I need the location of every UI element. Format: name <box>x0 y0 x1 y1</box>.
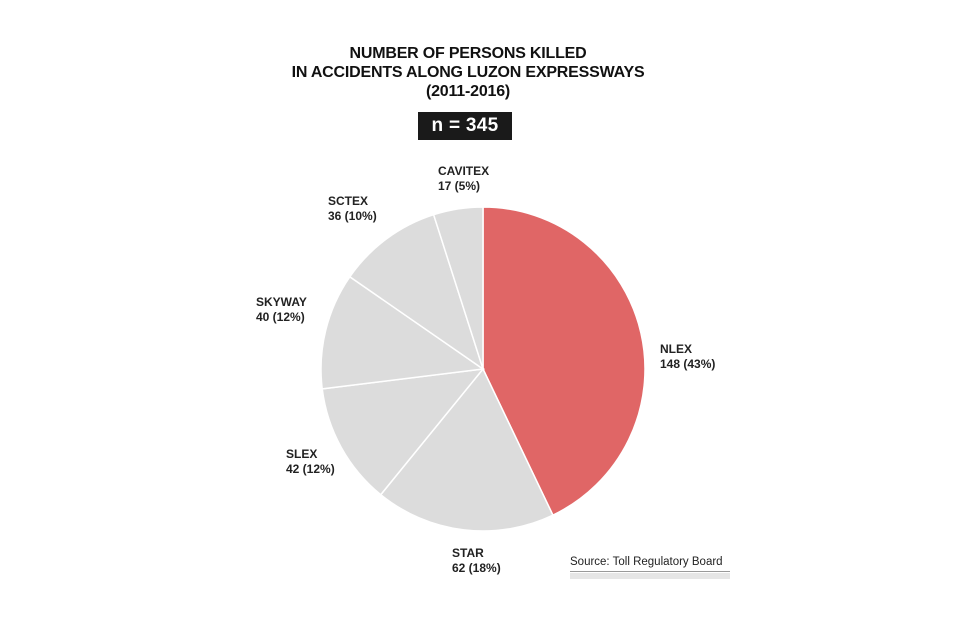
slice-name-star: STAR <box>452 546 484 560</box>
slice-name-cavitex: CAVITEX <box>438 164 490 178</box>
slice-name-nlex: NLEX <box>660 342 693 356</box>
slice-value-nlex: 148 (43%) <box>660 357 716 371</box>
pie-slice-sctex <box>348 213 485 371</box>
pie-slice-nlex <box>482 206 646 517</box>
title-line-3: (2011-2016) <box>425 83 511 100</box>
slice-name-slex: SLEX <box>286 447 318 461</box>
slice-label-star: STAR 62 (18%) <box>452 546 501 576</box>
total-count-badge: n = 345 <box>418 112 512 140</box>
slice-label-slex: SLEX 42 (12%) <box>286 447 335 477</box>
pie-slice-skyway <box>320 275 486 390</box>
slice-name-skyway: SKYWAY <box>256 295 307 309</box>
slice-label-sctex: SCTEX 36 (10%) <box>328 194 377 224</box>
title-line-2: IN ACCIDENTS ALONG LUZON EXPRESSWAYS <box>291 64 645 81</box>
title-line-1: NUMBER OF PERSONS KILLED <box>349 45 587 62</box>
source-underline-bar <box>570 573 730 579</box>
slice-value-star: 62 (18%) <box>452 561 501 575</box>
slice-name-sctex: SCTEX <box>328 194 369 208</box>
chart-title: NUMBER OF PERSONS KILLED IN ACCIDENTS AL… <box>0 44 936 101</box>
pie-slice-star <box>379 367 554 532</box>
slice-label-skyway: SKYWAY 40 (12%) <box>256 295 307 325</box>
slice-value-cavitex: 17 (5%) <box>438 179 481 193</box>
slice-value-slex: 42 (12%) <box>286 462 335 476</box>
pie-slice-cavitex <box>432 206 484 370</box>
slice-label-nlex: NLEX 148 (43%) <box>660 342 715 372</box>
pie-slice-slex <box>321 368 485 496</box>
slice-value-skyway: 40 (12%) <box>256 310 305 324</box>
source-note: Source: Toll Regulatory Board <box>570 556 730 572</box>
slice-label-cavitex: CAVITEX 17 (5%) <box>438 164 489 194</box>
slice-value-sctex: 36 (10%) <box>328 209 377 223</box>
